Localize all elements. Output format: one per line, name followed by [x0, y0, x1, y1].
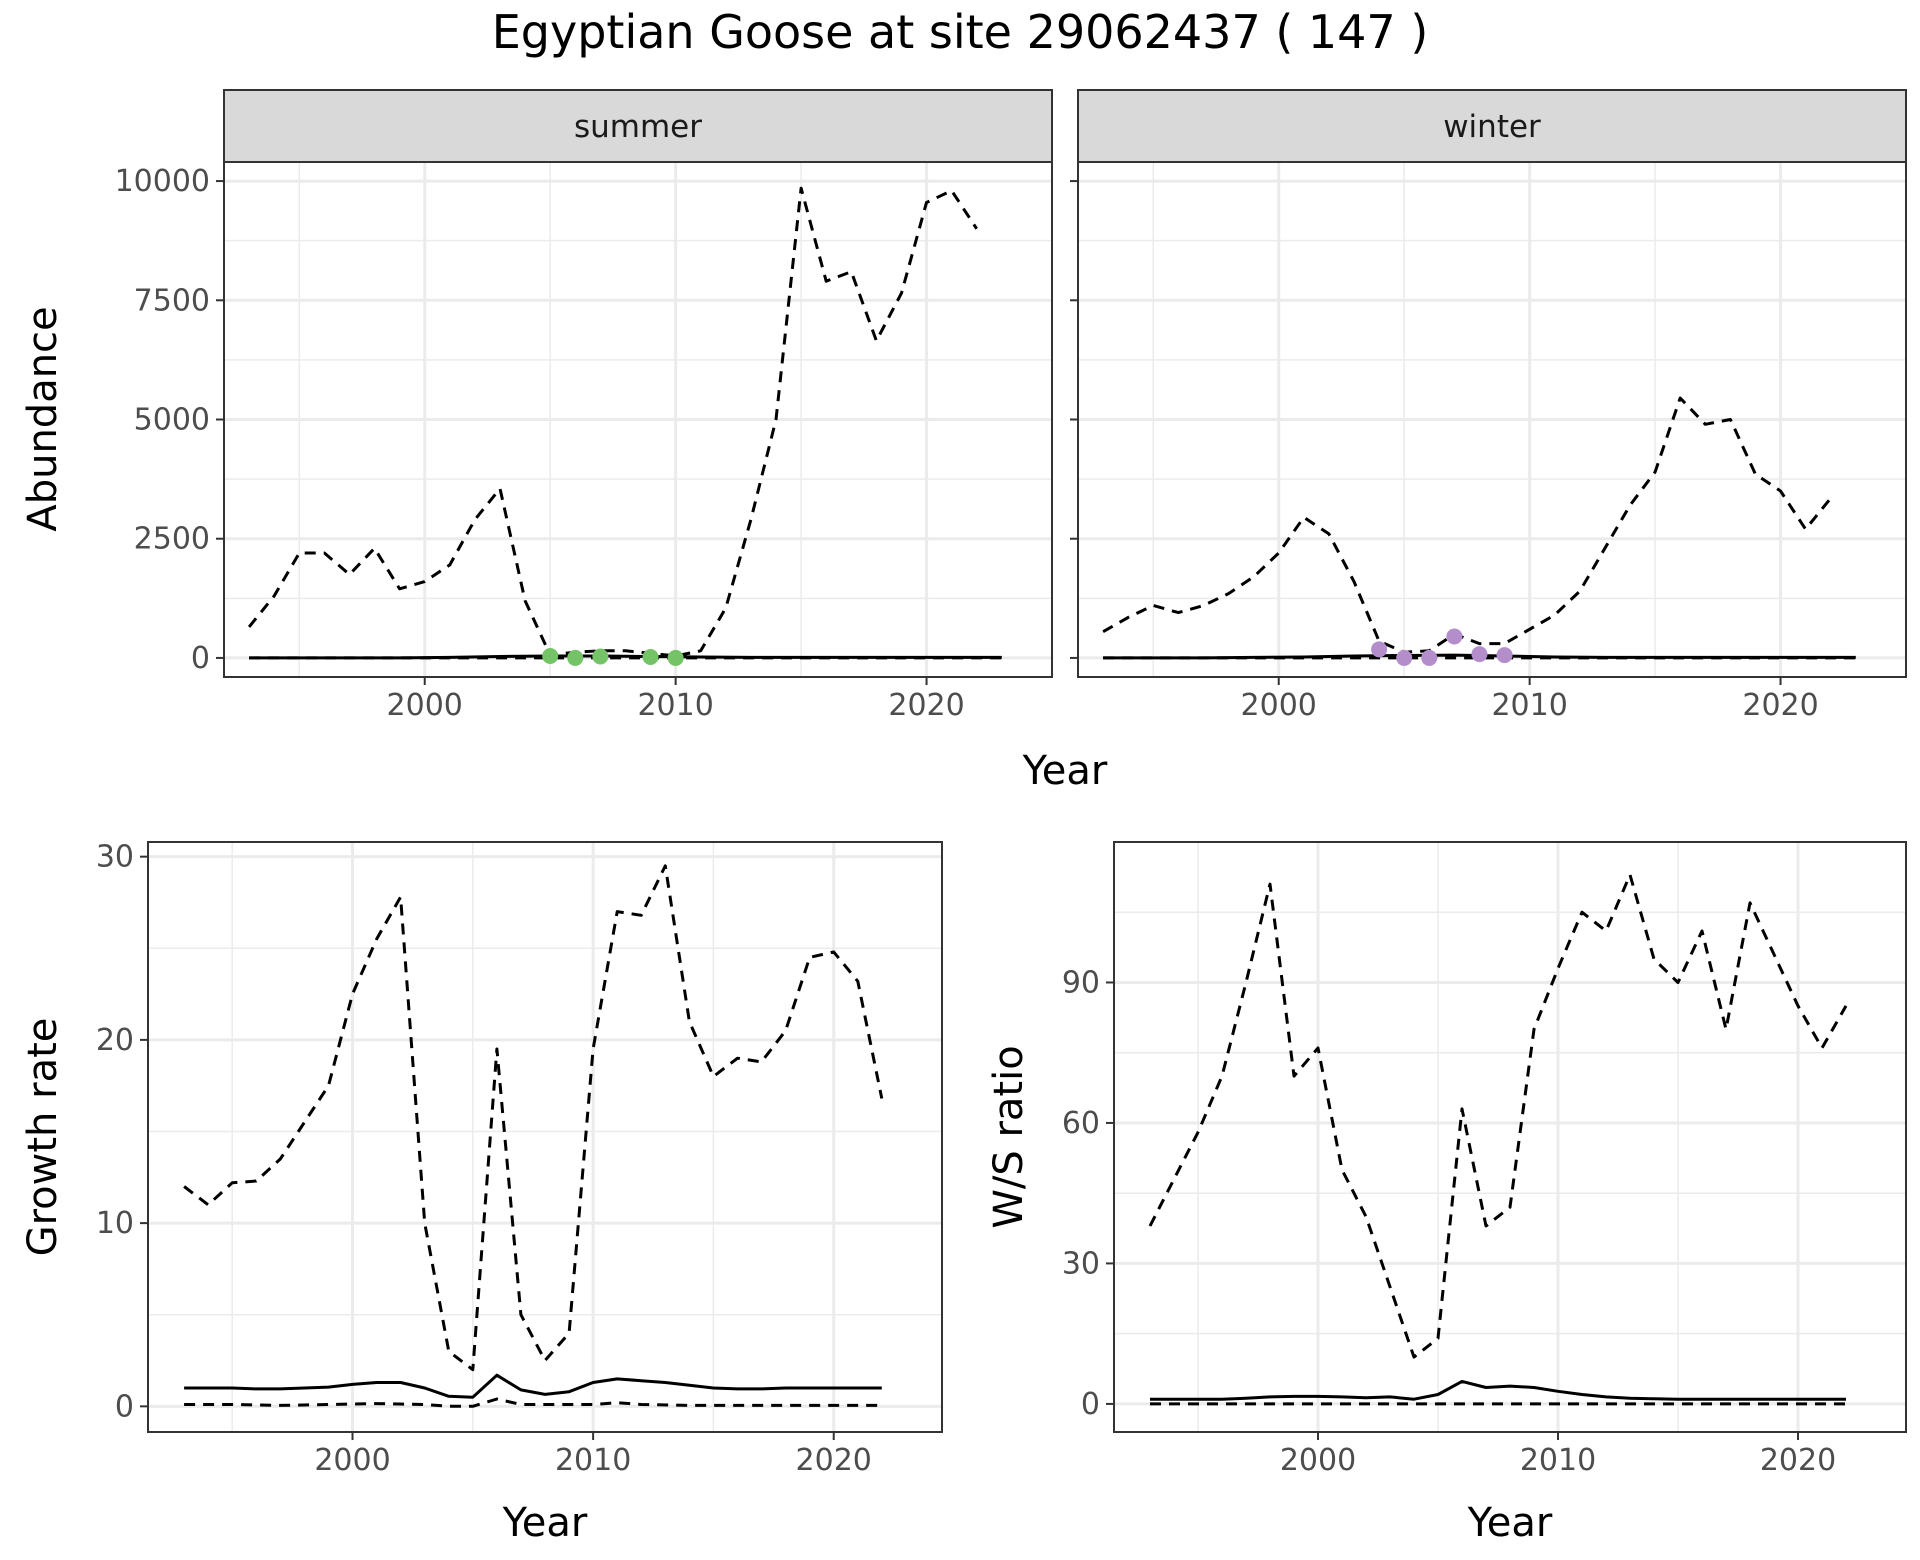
y-tick-label: 0: [115, 1389, 134, 1424]
y-tick-label: 60: [1062, 1106, 1100, 1141]
data-point: [542, 648, 559, 665]
facet-strip: [223, 89, 1053, 163]
x-tick-label: 2000: [1280, 1443, 1356, 1478]
y-tick-label: 90: [1062, 965, 1100, 1000]
x-tick-label: 2010: [555, 1443, 631, 1478]
x-tick-label: 2000: [1241, 688, 1317, 723]
data-point: [667, 649, 684, 666]
data-point: [642, 648, 659, 665]
panel-border: [1113, 841, 1907, 1433]
y-tick-label: 0: [191, 641, 210, 676]
facet-strip: [1077, 89, 1907, 163]
y-tick-label: 2500: [134, 522, 210, 557]
x-tick-label: 2000: [387, 688, 463, 723]
x-tick-label: 2010: [637, 688, 713, 723]
y-tick-label: 30: [96, 840, 134, 875]
y-tick-label: 0: [1081, 1387, 1100, 1422]
y-tick-label: 5000: [134, 403, 210, 438]
data-point: [1496, 647, 1513, 664]
x-tick-label: 2000: [314, 1443, 390, 1478]
series-line-upper-dashed: [1148, 873, 1848, 1359]
data-point: [592, 648, 609, 665]
x-tick-label: 2020: [1742, 688, 1818, 723]
x-tick-label: 2020: [1760, 1443, 1836, 1478]
data-point: [1421, 649, 1438, 666]
y-tick-label: 30: [1062, 1246, 1100, 1281]
series-line-lower-dashed: [184, 1397, 882, 1408]
ws-ratio-y-axis-title: W/S ratio: [986, 1045, 1032, 1228]
series-line-solid: [184, 1373, 882, 1399]
ws-ratio-panel: 2000 2010 2020 0 30 60 90: [1062, 841, 1907, 1478]
series-line-dashed: [247, 186, 978, 658]
panel-border: [147, 841, 943, 1433]
x-tick-label: 2010: [1520, 1443, 1596, 1478]
growth-rate-panel: 2000 2010 2020 0 10 20 30: [96, 840, 943, 1478]
series-line-upper-dashed: [183, 864, 884, 1372]
series-line-dashed: [1102, 396, 1832, 654]
series-line-solid: [1150, 1379, 1846, 1401]
data-point: [567, 649, 584, 666]
facet-strip-label: summer: [574, 109, 702, 145]
x-tick-label: 2020: [888, 688, 964, 723]
growth-rate-y-axis-title: Growth rate: [20, 1018, 66, 1257]
data-point: [1471, 646, 1488, 663]
data-point: [1396, 649, 1413, 666]
abundance-x-axis-title: Year: [1022, 748, 1108, 794]
facet-strip-label: winter: [1443, 109, 1541, 145]
abundance-panel-winter: 2000 2010 2020 winter: [1070, 89, 1907, 723]
plots: 2000 2010 2020025005000750010000summer2000…: [20, 89, 1907, 1546]
abundance-y-axis-title: Abundance: [20, 306, 66, 531]
y-tick-label: 7500: [134, 283, 210, 318]
abundance-panel-summer: 2000 2010 2020 0 2500 5000 7500 10000 summer: [115, 89, 1053, 723]
x-tick-label: 2010: [1491, 688, 1567, 723]
ws-ratio-x-axis-title: Year: [1467, 1500, 1553, 1546]
growth-rate-x-axis-title: Year: [502, 1500, 588, 1546]
y-tick-label: 10000: [115, 164, 210, 199]
x-tick-label: 2020: [796, 1443, 872, 1478]
y-tick-label: 10: [96, 1206, 134, 1241]
figure-title: Egyptian Goose at site 29062437 ( 147 ): [492, 5, 1429, 59]
data-point: [1446, 628, 1463, 645]
y-tick-label: 20: [96, 1023, 134, 1058]
data-point: [1371, 641, 1388, 658]
